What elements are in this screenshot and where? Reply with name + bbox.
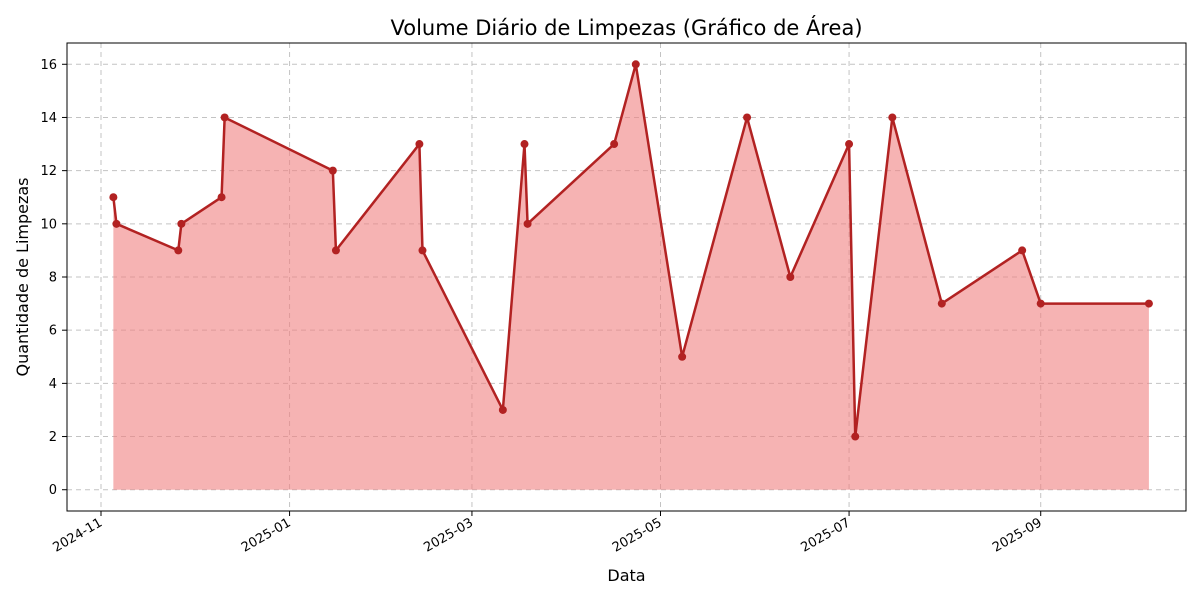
y-tick-label: 0 xyxy=(49,483,57,498)
y-tick-label: 16 xyxy=(40,58,57,73)
data-point xyxy=(937,299,946,308)
y-axis-title: Quantidade de Limpezas xyxy=(13,177,32,376)
data-point xyxy=(217,193,226,202)
data-point xyxy=(418,246,427,255)
y-tick-label: 4 xyxy=(49,377,57,392)
data-point xyxy=(498,405,507,414)
data-point xyxy=(174,246,183,255)
plot-frame xyxy=(66,42,1187,512)
data-point xyxy=(415,140,424,149)
data-point xyxy=(1018,246,1027,255)
data-point xyxy=(845,140,854,149)
x-axis-title: Data xyxy=(607,566,645,585)
y-tick-label: 2 xyxy=(49,430,57,445)
area-layer xyxy=(109,60,1153,490)
data-point xyxy=(1144,299,1153,308)
data-point xyxy=(631,60,640,69)
data-point xyxy=(610,140,619,149)
data-point xyxy=(177,219,186,228)
data-point xyxy=(328,166,337,175)
y-tick-label: 8 xyxy=(49,271,57,286)
data-point xyxy=(520,140,529,149)
data-point xyxy=(851,432,860,441)
area-fill xyxy=(113,64,1149,490)
y-tick-label: 14 xyxy=(40,111,57,126)
data-point xyxy=(331,246,340,255)
data-point xyxy=(523,219,532,228)
data-point xyxy=(1036,299,1045,308)
data-point xyxy=(220,113,229,122)
data-point xyxy=(743,113,752,122)
y-tick-label: 12 xyxy=(40,164,57,179)
data-point xyxy=(109,193,118,202)
chart-title: Volume Diário de Limpezas (Gráfico de Ár… xyxy=(390,15,862,40)
y-tick-label: 6 xyxy=(49,324,57,339)
data-point xyxy=(678,352,687,361)
data-point xyxy=(786,273,795,281)
data-point xyxy=(112,219,121,228)
y-tick-label: 10 xyxy=(40,217,57,232)
data-point xyxy=(888,113,897,122)
